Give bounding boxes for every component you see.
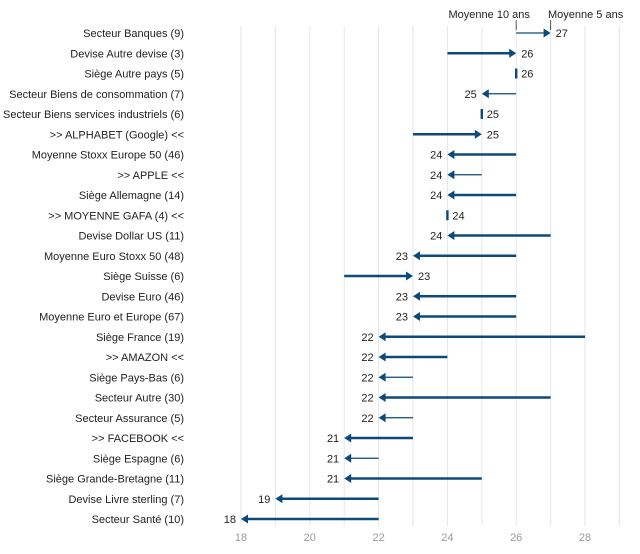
x-tick-label: 22 [372,532,384,544]
x-axis-ticks: 18 20 22 24 26 28 [235,532,591,544]
arrow-head [378,413,386,423]
category-label: Siège Suisse (6) [103,271,184,283]
value-label: 24 [430,170,442,182]
arrow-head [413,312,420,321]
value-label: 24 [430,150,442,162]
arrow-head [378,332,386,342]
arrow-head [413,251,420,261]
value-label: 27 [556,28,568,40]
x-tick-label: 20 [304,532,316,544]
category-label: >> FACEBOOK << [92,433,184,445]
value-label: 18 [224,514,236,526]
category-label: >> AMAZON << [106,352,184,364]
value-label: 26 [521,48,533,60]
arrow-head [481,89,489,99]
category-label: Devise Livre sterling (7) [68,494,184,506]
value-label: 25 [487,109,499,121]
value-label: 25 [487,129,499,141]
arrow-head [241,514,248,524]
value-labels: 27 26 26 25 25 25 24 24 24 24 24 23 23 23 23 22 22 22 22 22… [224,28,568,526]
category-label: Moyenne Euro Stoxx 50 (48) [44,251,184,263]
x-tick-label: 26 [510,532,522,544]
arrow-head [543,28,551,38]
value-label: 19 [258,494,270,506]
category-labels: Secteur Banques (9) Devise Autre devise (… [3,28,184,526]
arrow-head [406,271,413,281]
category-label: Secteur Biens services industriels (6) [3,109,184,121]
value-label: 22 [361,352,373,364]
value-label: 23 [396,251,408,263]
reference-line-label: Moyenne 10 ans [449,9,531,21]
category-label: Secteur Autre (30) [95,393,184,405]
category-label: Devise Dollar US (11) [78,231,184,243]
arrow-head [413,291,420,301]
category-label: Devise Autre devise (3) [70,48,184,60]
value-label: 22 [361,372,373,384]
category-label: >> ALPHABET (Google) << [50,129,184,141]
category-label: >> APPLE << [117,170,184,182]
category-label: Siège Grande-Bretagne (11) [46,474,184,486]
category-label: Siège Espagne (6) [93,453,184,465]
arrow-head [447,150,455,159]
arrow-head [275,494,283,504]
category-label: Secteur Biens de consommation (7) [9,89,184,101]
arrow-head [447,190,455,200]
category-label: Siège Pays-Bas (6) [89,372,184,384]
category-label: Moyenne Stoxx Europe 50 (46) [32,150,184,162]
x-tick-label: 18 [235,532,247,544]
category-label: Secteur Assurance (5) [75,413,184,425]
value-label: 24 [452,210,464,222]
arrow-head [378,372,386,382]
arrow-head [447,170,455,180]
category-label: Secteur Santé (10) [92,514,184,526]
category-label: Moyenne Euro et Europe (67) [39,312,184,324]
no-change-marker [480,109,483,119]
arrow-head [344,433,352,443]
no-change-marker [446,210,449,221]
no-change-marker [515,68,518,79]
category-label: Siège Allemagne (14) [79,190,184,202]
category-label: Siège France (19) [96,332,184,344]
value-label: 22 [361,332,373,344]
category-label: Secteur Banques (9) [83,28,184,40]
value-label: 26 [521,69,533,81]
reference-lines: Moyenne 10 ans Moyenne 5 ans [449,9,624,30]
category-label: Siège Autre pays (5) [84,69,184,81]
category-label: Devise Euro (46) [101,291,184,303]
arrow-head [378,352,386,362]
value-label: 25 [465,89,477,101]
arrow-head [344,474,352,483]
arrow-head [378,393,386,402]
value-label: 23 [396,291,408,303]
arrow-head [474,129,482,139]
x-tick-label: 28 [579,532,591,544]
arrow-head [447,231,455,240]
value-label: 21 [327,433,339,445]
value-label: 21 [327,453,339,465]
value-label: 23 [418,271,430,283]
arrows [241,28,585,524]
value-label: 21 [327,474,339,486]
value-label: 22 [361,393,373,405]
arrow-head [344,453,352,463]
category-label: >> MOYENNE GAFA (4) << [48,210,184,222]
value-label: 24 [430,190,442,202]
arrow-head [509,48,517,58]
value-label: 22 [361,413,373,425]
x-tick-label: 24 [441,532,453,544]
reference-line-label: Moyenne 5 ans [548,9,624,21]
value-label: 23 [396,312,408,324]
value-label: 24 [430,231,442,243]
